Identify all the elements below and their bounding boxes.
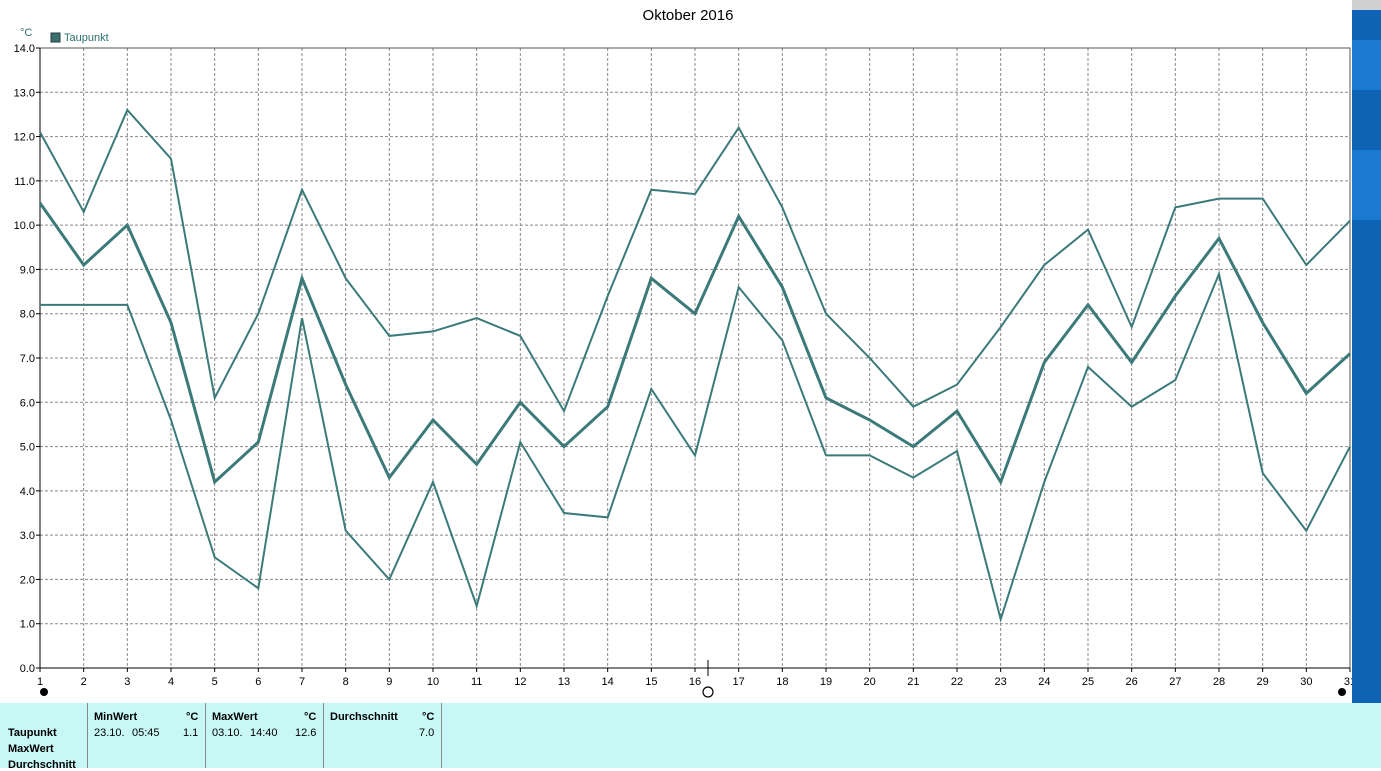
y-tick-label: 8.0	[20, 309, 35, 321]
x-tick-label: 21	[907, 676, 919, 688]
x-tick-label: 7	[299, 676, 305, 688]
row-label-durchschnitt: Durchschnitt	[8, 759, 76, 771]
x-tick-label: 25	[1082, 676, 1094, 688]
row-label-maxwert: MaxWert	[8, 743, 54, 755]
max-time: 14:40	[250, 727, 278, 739]
statistics-panel: Taupunkt MaxWert Durchschnitt MinWert °C…	[0, 703, 1381, 771]
x-tick-label: 1	[37, 676, 43, 688]
y-tick-label: 10.0	[14, 220, 35, 232]
row-label-taupunkt: Taupunkt	[8, 727, 57, 739]
x-tick-label: 9	[386, 676, 392, 688]
stats-label-column: Taupunkt MaxWert Durchschnitt	[0, 703, 88, 771]
y-tick-label: 7.0	[20, 353, 35, 365]
x-tick-label: 10	[427, 676, 439, 688]
series-line-min	[40, 270, 1351, 623]
x-tick-label: 27	[1169, 676, 1181, 688]
x-tick-label: 5	[212, 676, 218, 688]
min-unit: °C	[186, 711, 199, 723]
x-tick-label: 14	[602, 676, 614, 688]
avg-unit: °C	[422, 711, 435, 723]
y-tick-label: 1.0	[20, 619, 35, 631]
y-tick-label: 5.0	[20, 442, 35, 454]
window-edge	[1352, 0, 1381, 703]
y-tick-label: 14.0	[14, 43, 35, 55]
max-date: 03.10.	[212, 727, 243, 739]
y-tick-label: 6.0	[20, 397, 35, 409]
x-tick-label: 18	[776, 676, 788, 688]
x-tick-label: 23	[995, 676, 1007, 688]
marker-filled-end	[1338, 688, 1346, 696]
y-tick-label: 12.0	[14, 132, 35, 144]
y-tick-label: 9.0	[20, 264, 35, 276]
x-tick-label: 20	[864, 676, 876, 688]
x-tick-label: 13	[558, 676, 570, 688]
x-tick-label: 6	[255, 676, 261, 688]
max-unit: °C	[304, 711, 317, 723]
min-value: 1.1	[183, 727, 199, 739]
y-tick-label: 13.0	[14, 87, 35, 99]
x-tick-label: 8	[343, 676, 349, 688]
min-header: MinWert	[94, 711, 138, 723]
y-axis-unit: °C	[20, 27, 32, 39]
y-tick-labels: 0.0 1.0 2.0 3.0 4.0 5.0 6.0 7.0 8.0 9.0 10.0 11.0 12…	[14, 43, 35, 675]
legend-swatch	[50, 32, 61, 43]
axis-markers	[40, 660, 1346, 698]
x-tick-label: 15	[645, 676, 657, 688]
x-tick-label: 24	[1038, 676, 1050, 688]
avg-header: Durchschnitt	[330, 711, 398, 723]
marker-open-middle	[702, 686, 714, 698]
y-tick-label: 3.0	[20, 530, 35, 542]
x-tick-label: 29	[1257, 676, 1269, 688]
stats-avg-column: Durchschnitt °C 7.0	[324, 703, 442, 768]
x-tick-label: 30	[1300, 676, 1312, 688]
x-tick-label: 31	[1344, 676, 1352, 688]
stats-max-column: MaxWert °C 03.10. 14:40 12.6	[206, 703, 324, 768]
chart-title: Oktober 2016	[643, 7, 734, 24]
avg-value: 7.0	[419, 727, 435, 739]
x-tick-labels: 1 2 3 4 5 6 7 8 9 10 11 12 13 14 15 16 17 18 19 20 21 22 23 24 2…	[37, 676, 1352, 688]
axes	[36, 47, 1351, 672]
x-tick-label: 11	[471, 676, 482, 688]
min-date: 23.10.	[94, 727, 125, 739]
x-tick-label: 16	[689, 676, 701, 688]
max-value: 12.6	[295, 727, 317, 739]
y-tick-label: 2.0	[20, 574, 35, 586]
x-tick-label: 28	[1213, 676, 1225, 688]
stats-min-column: MinWert °C 23.10. 05:45 1.1	[88, 703, 206, 768]
dewpoint-chart: Oktober 2016 °C Taupunkt 0.0 1.0 2.0 3.0 4.0…	[14, 7, 1352, 698]
series-line-max	[39, 108, 1351, 414]
x-tick-label: 2	[81, 676, 87, 688]
legend-label: Taupunkt	[64, 32, 109, 44]
max-header: MaxWert	[212, 711, 258, 723]
x-tick-label: 26	[1126, 676, 1138, 688]
y-tick-label: 11.0	[14, 176, 35, 188]
x-tick-label: 22	[951, 676, 963, 688]
x-tick-label: 3	[124, 676, 130, 688]
grid	[40, 47, 1350, 668]
marker-filled-start	[40, 688, 48, 696]
x-tick-label: 12	[514, 676, 526, 688]
x-tick-label: 19	[820, 676, 832, 688]
x-tick-label: 17	[733, 676, 745, 688]
series-line-avg	[38, 202, 1352, 486]
y-tick-label: 0.0	[20, 663, 35, 675]
y-tick-label: 4.0	[20, 486, 35, 498]
min-time: 05:45	[132, 727, 160, 739]
series-lines	[38, 108, 1352, 623]
x-tick-label: 4	[168, 676, 174, 688]
